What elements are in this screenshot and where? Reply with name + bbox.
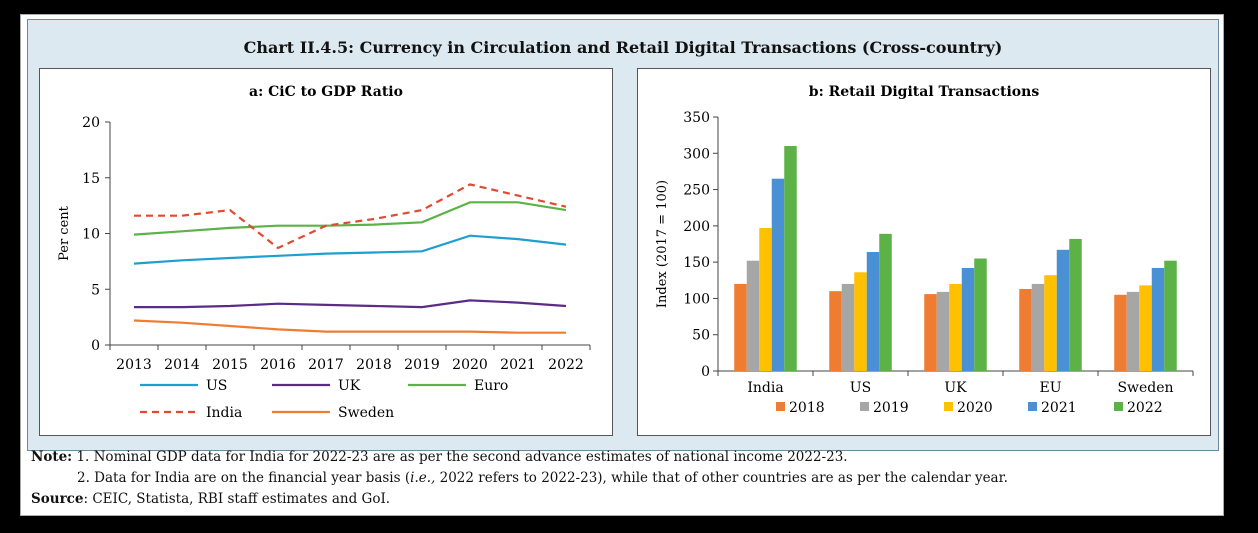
legend-label-2019: 2019 — [873, 400, 909, 416]
bar-eu-2021 — [1056, 249, 1070, 371]
panel-b-title: b: Retail Digital Transactions — [809, 84, 1040, 100]
panel-cic-gdp: a: CiC to GDP Ratio Per cent 0 5 10 15 20 2013 2… — [39, 68, 613, 436]
legend-label-2018: 2018 — [789, 400, 825, 416]
y-tick-label: 20 — [82, 115, 100, 131]
x-tick-label: 2018 — [356, 357, 392, 373]
chart-area: Chart II.4.5: Currency in Circulation an… — [27, 19, 1219, 451]
y-tick-label: 5 — [91, 282, 100, 298]
note-line-2: 2. Data for India are on the financial y… — [31, 468, 1211, 489]
bar-india-2019 — [746, 260, 760, 371]
legend-label-uk: UK — [338, 378, 361, 394]
source-line: Source: CEIC, Statista, RBI staff estima… — [31, 489, 1211, 510]
bar-india-2022 — [784, 146, 797, 371]
bar-sweden-2018 — [1114, 294, 1127, 371]
x-tick-label: US — [850, 380, 871, 396]
x-tick-label: 2017 — [308, 357, 344, 373]
y-tick-label: 100 — [683, 291, 710, 307]
legend-swatch-2020 — [944, 402, 953, 411]
x-tick-label: Sweden — [1117, 380, 1173, 396]
bar-india-2021 — [771, 178, 785, 371]
legend-label-india: India — [206, 405, 242, 421]
bar-us-2018 — [829, 291, 842, 371]
y-axis-label: Per cent — [57, 205, 72, 261]
bar-us-2022 — [879, 233, 892, 371]
chart-frame: Chart II.4.5: Currency in Circulation an… — [20, 14, 1224, 516]
y-axis-label: Index (2017 = 100) — [655, 180, 670, 308]
series-line-india — [134, 183, 567, 250]
x-tick-label: 2022 — [548, 357, 584, 373]
bar-us-2020 — [854, 272, 867, 371]
bar-chart: b: Retail Digital Transactions Index (201… — [655, 84, 1194, 416]
x-tick-label: UK — [944, 380, 967, 396]
legend-label-sweden: Sweden — [338, 405, 394, 421]
chart-title: Chart II.4.5: Currency in Circulation an… — [243, 38, 1003, 57]
bar-eu-2019 — [1031, 283, 1045, 371]
y-tick-label: 250 — [683, 183, 710, 199]
x-tick-label: 2019 — [404, 357, 440, 373]
note-line-1: Note: 1. Nominal GDP data for India for … — [31, 447, 1211, 468]
y-tick-label: 15 — [82, 171, 100, 187]
legend-label-2021: 2021 — [1041, 400, 1077, 416]
x-tick-label: India — [747, 380, 783, 396]
bar-sweden-2020 — [1139, 285, 1152, 371]
series-line-us — [133, 234, 567, 265]
legend-swatch-2018 — [776, 402, 785, 411]
legend-label-us: US — [206, 378, 227, 394]
bar-uk-2021 — [961, 267, 975, 371]
bar-sweden-2021 — [1151, 267, 1165, 371]
line-chart: a: CiC to GDP Ratio Per cent 0 5 10 15 20 2013 2… — [57, 84, 591, 421]
bar-uk-2018 — [924, 294, 937, 371]
notes-block: Note: 1. Nominal GDP data for India for … — [31, 447, 1211, 510]
bar-uk-2022 — [974, 258, 987, 371]
y-tick-label: 50 — [692, 328, 710, 344]
bar-eu-2020 — [1044, 275, 1057, 371]
legend-label-euro: Euro — [474, 378, 508, 394]
x-tick-label: 2021 — [500, 357, 536, 373]
x-tick-label: 2013 — [116, 357, 152, 373]
note-2-post: 2022 refers to 2022-23), while that of o… — [435, 470, 1008, 486]
series-line-sweden — [133, 319, 566, 334]
x-tick-label: 2016 — [260, 357, 296, 373]
bar-sweden-2022 — [1164, 260, 1177, 371]
note-label: Note: — [31, 449, 73, 465]
bar-uk-2019 — [936, 291, 950, 371]
x-tick-label: 2015 — [212, 357, 248, 373]
x-tick-label: 2020 — [452, 357, 488, 373]
y-tick-label: 300 — [683, 146, 710, 162]
legend-swatch-2022 — [1114, 402, 1123, 411]
legend-swatch-2019 — [860, 402, 869, 411]
y-tick-label: 150 — [683, 255, 710, 271]
legend-label-2022: 2022 — [1127, 400, 1163, 416]
bar-eu-2018 — [1019, 288, 1032, 371]
y-tick-label: 10 — [82, 227, 100, 243]
y-tick-label: 0 — [91, 338, 100, 354]
y-tick-label: 200 — [683, 219, 710, 235]
bar-india-2018 — [734, 283, 747, 371]
note-2-ie: i.e., — [410, 470, 436, 486]
bar-us-2019 — [841, 283, 855, 371]
bar-eu-2022 — [1069, 238, 1082, 371]
note-2-pre: 2. Data for India are on the financial y… — [77, 470, 411, 486]
series-line-euro — [133, 201, 567, 236]
bar-sweden-2019 — [1126, 291, 1140, 371]
legend-label-2020: 2020 — [957, 400, 993, 416]
series-line-uk — [134, 299, 567, 309]
x-tick-label: EU — [1039, 380, 1061, 396]
panel-retail-digital: b: Retail Digital Transactions Index (201… — [637, 68, 1211, 436]
panel-a-title: a: CiC to GDP Ratio — [249, 84, 403, 100]
y-tick-label: 350 — [683, 110, 710, 126]
source-text: : CEIC, Statista, RBI staff estimates an… — [83, 491, 391, 507]
bar-india-2020 — [759, 228, 772, 371]
bar-uk-2020 — [949, 283, 962, 371]
note-1: 1. Nominal GDP data for India for 2022-2… — [76, 449, 848, 465]
source-label: Source — [31, 491, 84, 507]
bar-us-2021 — [866, 251, 880, 371]
x-tick-label: 2014 — [164, 357, 200, 373]
legend-swatch-2021 — [1028, 402, 1037, 411]
y-tick-label: 0 — [701, 364, 710, 380]
